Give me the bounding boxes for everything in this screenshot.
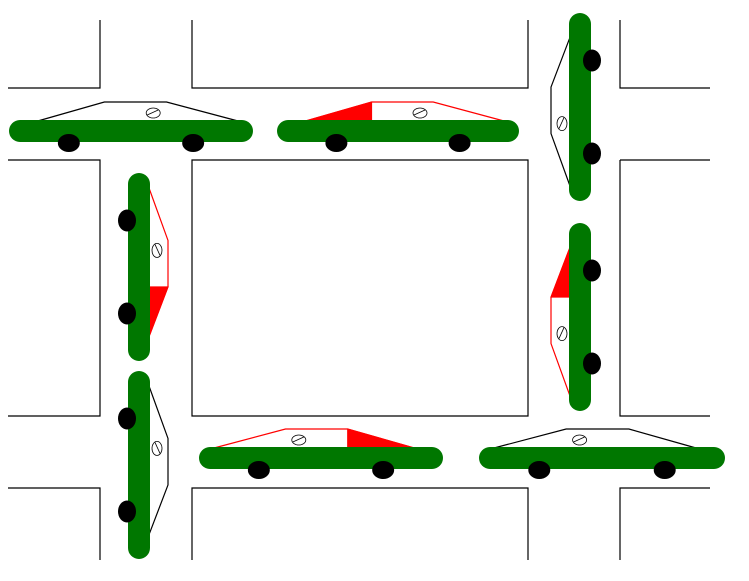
steering-wheel-icon	[556, 116, 568, 131]
car-body	[550, 37, 571, 187]
right-middle-car[interactable]	[550, 223, 601, 411]
top-right-car[interactable]	[550, 13, 601, 201]
steering-wheel-icon	[145, 107, 161, 119]
top-middle-car[interactable]	[277, 101, 519, 152]
cars-layer	[9, 13, 725, 559]
car-tail-highlight	[550, 247, 571, 298]
car-tail-highlight	[347, 428, 415, 449]
car-body	[148, 385, 169, 535]
car-tail-highlight	[148, 286, 169, 337]
car-body	[37, 101, 239, 122]
road-line-1	[8, 20, 101, 89]
road-line-10	[619, 487, 710, 560]
car-body	[493, 428, 697, 449]
wheel-1	[325, 134, 348, 152]
road-line-7	[619, 160, 710, 417]
wheel-1	[528, 461, 551, 479]
wheel-2	[448, 134, 471, 152]
wheel-2	[583, 142, 601, 165]
road-line-5	[191, 159, 529, 417]
left-lower-car[interactable]	[118, 371, 169, 559]
road-line-9	[191, 487, 529, 560]
steering-wheel-icon	[556, 326, 568, 342]
steering-wheel-spoke	[573, 436, 585, 443]
steering-wheel-icon	[291, 434, 307, 446]
wheel-1	[247, 461, 270, 479]
steering-wheel-icon	[572, 434, 587, 446]
road-line-3	[619, 20, 710, 89]
wheel-2	[118, 302, 136, 325]
steering-wheel-spoke	[154, 244, 161, 256]
wheel-2	[583, 352, 601, 375]
wheel-2	[372, 461, 395, 479]
road-lines	[8, 20, 710, 560]
steering-wheel-spoke	[558, 327, 565, 339]
wheel-1	[583, 259, 601, 282]
steering-wheel-spoke	[154, 442, 161, 454]
bottom-middle-car[interactable]	[199, 428, 443, 479]
wheel-2	[182, 134, 205, 152]
steering-wheel-spoke	[558, 117, 565, 129]
wheel-1	[118, 209, 136, 232]
top-left-car[interactable]	[9, 101, 253, 152]
road-line-2	[191, 20, 529, 89]
wheel-2	[118, 500, 136, 523]
steering-wheel-spoke	[292, 436, 304, 443]
wheel-2	[653, 461, 676, 479]
bottom-right-car[interactable]	[479, 428, 725, 479]
wheel-1	[57, 134, 80, 152]
left-upper-car[interactable]	[118, 173, 169, 361]
wheel-1	[583, 49, 601, 72]
car-tail-highlight	[305, 101, 373, 122]
wheel-1	[118, 407, 136, 430]
road-line-8	[8, 487, 101, 560]
road-line-4	[8, 159, 101, 417]
steering-wheel-icon	[412, 107, 428, 119]
steering-wheel-spoke	[413, 109, 426, 116]
steering-wheel-icon	[151, 242, 163, 258]
steering-wheel-spoke	[147, 109, 159, 116]
steering-wheel-icon	[151, 440, 163, 456]
